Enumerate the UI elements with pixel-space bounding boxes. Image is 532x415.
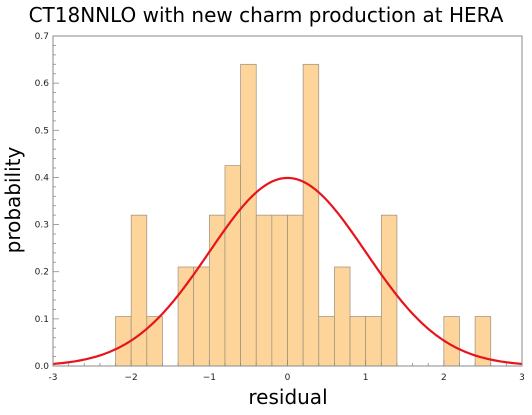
histogram-bar (380, 214, 398, 367)
histogram-bar (349, 316, 367, 367)
histogram-bar (224, 165, 241, 367)
histogram-bar (287, 214, 304, 367)
x-axis-title: residual (248, 385, 327, 409)
curve-layer (52, 176, 523, 366)
bars-layer (115, 63, 492, 367)
chart-title: CT18NNLO with new charm production at HE… (29, 3, 504, 27)
histogram-bar (177, 266, 195, 367)
histogram-bar (208, 214, 226, 367)
histogram-bar (255, 214, 273, 367)
x-tick-label: -3 (49, 373, 58, 383)
histogram-bar (302, 63, 320, 367)
x-tick-label: 2 (441, 373, 447, 383)
x-tick-label: −2 (125, 373, 138, 383)
y-axis-title: probability (1, 146, 25, 253)
normal-curve (52, 176, 523, 366)
y-tick-label: 0.3 (35, 221, 49, 231)
y-tick-label: 0.6 (35, 79, 50, 89)
histogram-bar (271, 214, 288, 367)
y-tick-label: 0.5 (35, 126, 49, 136)
histogram-bar (318, 316, 335, 367)
histogram-bar (365, 316, 382, 367)
x-tick-label: 0 (285, 373, 291, 383)
histogram-bar (193, 266, 210, 367)
y-tick-label: 0.7 (35, 32, 49, 42)
histogram-bar (334, 266, 351, 367)
histogram-bar (130, 214, 148, 367)
y-tick-label: 0.1 (35, 315, 49, 325)
y-tick-label: 0.4 (35, 173, 50, 183)
x-tick-label: 3 (519, 373, 525, 383)
x-tick-label: −1 (203, 373, 216, 383)
histogram-bar (240, 63, 257, 367)
histogram-bar (146, 316, 163, 367)
axes-layer: -3 −2 −1 0 1 2 3 0.0 0.1 0.2 0.3 0.4 0.5 0.6 0.7 (35, 32, 525, 383)
y-tick-label: 0.0 (35, 362, 50, 372)
x-tick-label: 1 (363, 373, 369, 383)
y-tick-label: 0.2 (35, 268, 49, 278)
